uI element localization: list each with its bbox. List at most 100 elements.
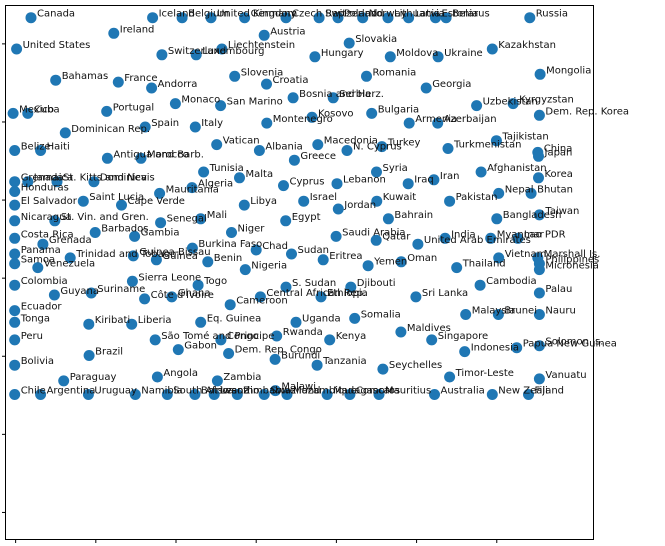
scatter-point (9, 215, 21, 227)
scatter-point (306, 111, 318, 123)
scatter-point (382, 12, 394, 24)
point-label: Serbia (339, 89, 371, 100)
point-label: Israel (310, 192, 337, 203)
scatter-point (341, 145, 353, 156)
scatter-point (101, 105, 113, 117)
scatter-point (216, 43, 228, 55)
scatter-point (312, 139, 324, 151)
scatter-point (253, 145, 265, 156)
scatter-point (9, 186, 21, 197)
point-label: Algeria (198, 179, 233, 190)
point-label: Grenada (49, 235, 92, 246)
point-label: Slovakia (355, 34, 397, 45)
point-label: Liechtenstein (228, 40, 295, 51)
scatter-point (116, 199, 127, 211)
scatter-point (429, 389, 440, 400)
point-label: Palau (545, 284, 572, 295)
point-label: Marshall Is. (544, 249, 601, 260)
scatter-point (525, 187, 537, 199)
point-label: Singapore (438, 331, 488, 342)
scatter-point (48, 289, 60, 301)
scatter-point (533, 150, 544, 162)
scatter-point (442, 143, 454, 154)
point-label: Cambodia (486, 276, 537, 287)
point-label: Samoa (21, 255, 55, 266)
point-label: Myanmar (497, 229, 545, 240)
point-label: Central African Rep. (266, 288, 366, 299)
scatter-point (231, 389, 243, 400)
point-label: United Arab Emirates (424, 235, 531, 246)
scatter-point (511, 342, 523, 354)
point-label: Eritrea (329, 251, 362, 262)
point-label: Russia (536, 9, 568, 20)
scatter-point (9, 176, 21, 188)
scatter-point (239, 264, 251, 276)
scatter-point (9, 145, 21, 156)
point-label: Macedonia (324, 136, 378, 147)
point-label: China (544, 143, 573, 154)
scatter-point (9, 334, 21, 346)
point-label: France (124, 73, 157, 84)
scatter-point (395, 326, 407, 338)
scatter-point (176, 12, 188, 24)
point-label: Somalia (361, 309, 401, 320)
point-label: Zimbabwe (243, 386, 296, 397)
point-label: Congo (227, 331, 259, 342)
point-label: Hungary (321, 48, 364, 59)
point-label: Haiti (47, 142, 70, 153)
scatter-point (85, 287, 97, 299)
point-label: Germany (251, 9, 297, 20)
scatter-point (280, 281, 292, 293)
point-label: Moldova (396, 48, 438, 59)
point-label: Iceland (159, 9, 195, 20)
scatter-point (50, 74, 62, 86)
point-label: Honduras (21, 183, 69, 194)
point-label: Sri Lanka (422, 288, 468, 299)
point-label: Tajikistan (501, 132, 548, 143)
point-label: Mongolia (546, 65, 591, 76)
point-label: Spain (151, 118, 179, 129)
scatter-point (485, 232, 497, 244)
point-label: Chile (21, 386, 46, 397)
point-label: Kazakhstan (498, 40, 556, 51)
scatter-point (202, 256, 214, 268)
point-label: Malta (246, 169, 274, 180)
point-label: Vanuatu (545, 370, 586, 381)
point-label: Liberia (138, 315, 172, 326)
scatter-point (493, 252, 505, 264)
scatter-point (156, 49, 168, 61)
point-label: Bahamas (62, 71, 109, 82)
point-label: Ghana (178, 288, 211, 299)
scatter-point (371, 195, 383, 207)
scatter-point (35, 145, 47, 156)
point-label: Nigeria (251, 261, 287, 272)
point-label: Côte d'Ivoire (151, 289, 214, 301)
scatter-point (234, 172, 245, 184)
point-label: Peru (21, 331, 43, 342)
point-label: Uzbekistan (483, 97, 538, 108)
scatter-point (195, 316, 207, 328)
point-label: Guyana (60, 286, 99, 297)
point-label: Dem. Rep. Congo (235, 345, 322, 356)
scatter-point (238, 199, 250, 211)
scatter-point (258, 389, 270, 400)
point-label: Nauru (545, 306, 575, 317)
point-label: Bangladesh (503, 210, 562, 221)
scatter-point (444, 371, 456, 383)
scatter-point (280, 12, 292, 24)
scatter-point (190, 49, 202, 61)
point-label: Trinidad and Tobago (75, 249, 176, 260)
point-label: Comoros (356, 386, 400, 397)
point-label: Togo (203, 276, 227, 287)
point-label: El Salvador (21, 196, 78, 207)
scatter-point (523, 389, 534, 400)
scatter-point (254, 291, 266, 303)
point-label: Syria (383, 163, 408, 174)
scatter-point (51, 176, 63, 188)
point-label: Sudan (298, 245, 330, 256)
scatter-point (403, 12, 415, 24)
point-label: N. Cyprus (353, 142, 402, 153)
point-label: Burundi (281, 350, 320, 361)
point-label: Nicaragua (21, 212, 72, 223)
scatter-point (89, 227, 101, 238)
